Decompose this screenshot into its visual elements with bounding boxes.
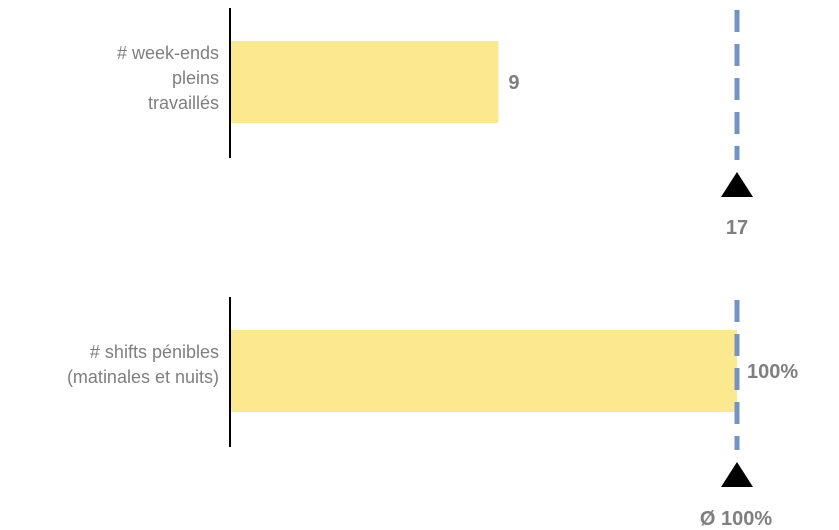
category-label-line: (matinales et nuits) xyxy=(67,367,219,387)
value-label: 9 xyxy=(508,72,519,94)
category-label-line: # shifts pénibles xyxy=(90,342,219,362)
reference-label: Ø 100% xyxy=(700,508,772,530)
reference-marker-icon xyxy=(721,462,753,487)
category-label-line: pleins xyxy=(172,68,219,88)
bar xyxy=(230,330,737,412)
bar xyxy=(230,41,499,123)
category-label-line: # week-ends xyxy=(117,43,219,63)
category-label-line: travaillés xyxy=(148,93,219,113)
reference-marker-icon xyxy=(721,172,753,197)
value-label: 100% xyxy=(747,361,798,383)
reference-label: 17 xyxy=(726,217,748,239)
